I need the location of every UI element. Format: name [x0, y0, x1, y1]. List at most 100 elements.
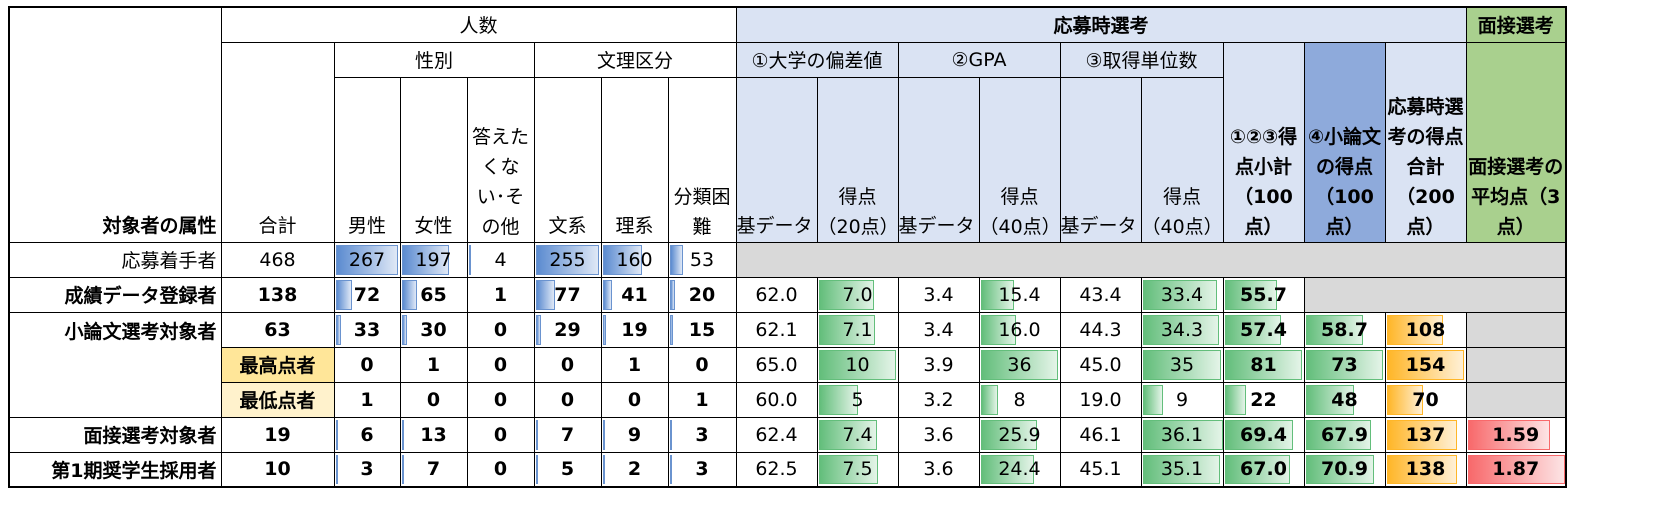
header-application: 応募時選考 — [735, 6, 1467, 43]
header-interview: 面接選考 — [1465, 6, 1567, 43]
row-label: 面接選考対象者 — [8, 416, 222, 453]
header-gender: 性別 — [333, 41, 535, 78]
cell-science: 9 — [600, 416, 669, 453]
cell-male: 3 — [333, 451, 401, 488]
cell-humanities: 255 — [533, 241, 602, 278]
row-label: 応募着手者 — [8, 241, 222, 278]
empty-cell — [1303, 276, 1567, 313]
cell-interview-avg: 1.59 — [1465, 416, 1567, 453]
cell-male: 72 — [333, 276, 401, 313]
header-univ: ①大学の偏差値 — [735, 41, 899, 78]
cell-univ-score: 7.5 — [816, 451, 899, 488]
cell-science: 1 — [600, 346, 669, 383]
cell-app-total: 154 — [1384, 346, 1467, 383]
header-univ-base: 基データ — [735, 76, 818, 243]
header-credits-base: 基データ — [1059, 76, 1142, 243]
cell-female: 1 — [399, 346, 468, 383]
cell-science: 0 — [600, 381, 669, 418]
cell-other: 0 — [466, 381, 535, 418]
header-credits-score: 得点（40点） — [1140, 76, 1224, 243]
cell-total: 138 — [220, 276, 335, 313]
header-gpa-base: 基データ — [897, 76, 980, 243]
cell-credits-base: 19.0 — [1059, 381, 1142, 418]
cell-other: 0 — [466, 311, 535, 348]
cell-humanities: 7 — [533, 416, 602, 453]
cell-gpa-base: 3.4 — [897, 276, 980, 313]
cell-univ-base: 60.0 — [735, 381, 818, 418]
cell-gpa-score: 25.9 — [978, 416, 1061, 453]
cell-subtotal: 57.4 — [1222, 311, 1305, 348]
cell-female: 197 — [399, 241, 468, 278]
empty-cell — [1465, 346, 1567, 383]
empty-cell — [1465, 381, 1567, 418]
cell-univ-base: 62.1 — [735, 311, 818, 348]
cell-app-total: 108 — [1384, 311, 1467, 348]
cell-sub-label: 最低点者 — [220, 381, 335, 418]
cell-credits-base: 45.0 — [1059, 346, 1142, 383]
header-interview-avg: 面接選考の平均点（3点） — [1465, 41, 1567, 243]
cell-interview-avg: 1.87 — [1465, 451, 1567, 488]
cell-total: 468 — [220, 241, 335, 278]
header-credits: ③取得単位数 — [1059, 41, 1224, 78]
header-attribute: 対象者の属性 — [8, 6, 222, 243]
cell-unclassified: 3 — [667, 416, 737, 453]
cell-subtotal: 55.7 — [1222, 276, 1305, 313]
row-label: 成績データ登録者 — [8, 276, 222, 313]
cell-female: 7 — [399, 451, 468, 488]
row-label: 第1期奨学生採用者 — [8, 451, 222, 488]
cell-female: 30 — [399, 311, 468, 348]
cell-credits-base: 46.1 — [1059, 416, 1142, 453]
cell-gpa-score: 24.4 — [978, 451, 1061, 488]
cell-unclassified: 0 — [667, 346, 737, 383]
header-app-total: 応募時選考の得点合計（200点） — [1384, 41, 1467, 243]
cell-female: 13 — [399, 416, 468, 453]
header-univ-score: 得点（20点） — [816, 76, 899, 243]
cell-subtotal: 81 — [1222, 346, 1305, 383]
header-unclassified: 分類困難 — [667, 76, 737, 243]
cell-univ-score: 7.4 — [816, 416, 899, 453]
cell-other: 0 — [466, 416, 535, 453]
cell-unclassified: 53 — [667, 241, 737, 278]
cell-male: 33 — [333, 311, 401, 348]
cell-humanities: 0 — [533, 346, 602, 383]
cell-male: 267 — [333, 241, 401, 278]
cell-credits-score: 35 — [1140, 346, 1224, 383]
cell-gpa-score: 36 — [978, 346, 1061, 383]
cell-science: 2 — [600, 451, 669, 488]
empty-cell — [735, 241, 1567, 278]
header-humsci: 文理区分 — [533, 41, 737, 78]
cell-credits-score: 35.1 — [1140, 451, 1224, 488]
cell-univ-base: 62.5 — [735, 451, 818, 488]
cell-credits-score: 34.3 — [1140, 311, 1224, 348]
cell-science: 41 — [600, 276, 669, 313]
cell-science: 19 — [600, 311, 669, 348]
header-people: 人数 — [220, 6, 737, 43]
cell-other: 1 — [466, 276, 535, 313]
cell-subtotal: 22 — [1222, 381, 1305, 418]
cell-gpa-score: 15.4 — [978, 276, 1061, 313]
cell-essay: 58.7 — [1303, 311, 1386, 348]
cell-gpa-base: 3.2 — [897, 381, 980, 418]
cell-humanities: 0 — [533, 381, 602, 418]
cell-unclassified: 15 — [667, 311, 737, 348]
cell-other: 4 — [466, 241, 535, 278]
cell-gpa-base: 3.9 — [897, 346, 980, 383]
cell-univ-base: 65.0 — [735, 346, 818, 383]
cell-gpa-score: 16.0 — [978, 311, 1061, 348]
cell-gpa-score: 8 — [978, 381, 1061, 418]
header-subtotal: ①②③得点小計（100点） — [1222, 41, 1305, 243]
cell-gpa-base: 3.6 — [897, 416, 980, 453]
cell-total: 10 — [220, 451, 335, 488]
header-essay: ④小論文の得点（100点） — [1303, 41, 1386, 243]
cell-humanities: 5 — [533, 451, 602, 488]
cell-univ-base: 62.0 — [735, 276, 818, 313]
header-gpa-score: 得点（40点） — [978, 76, 1061, 243]
cell-univ-score: 7.1 — [816, 311, 899, 348]
cell-female: 65 — [399, 276, 468, 313]
cell-univ-score: 7.0 — [816, 276, 899, 313]
header-science: 理系 — [600, 76, 669, 243]
header-female: 女性 — [399, 76, 468, 243]
cell-app-total: 138 — [1384, 451, 1467, 488]
header-gpa: ②GPA — [897, 41, 1061, 78]
cell-credits-score: 36.1 — [1140, 416, 1224, 453]
